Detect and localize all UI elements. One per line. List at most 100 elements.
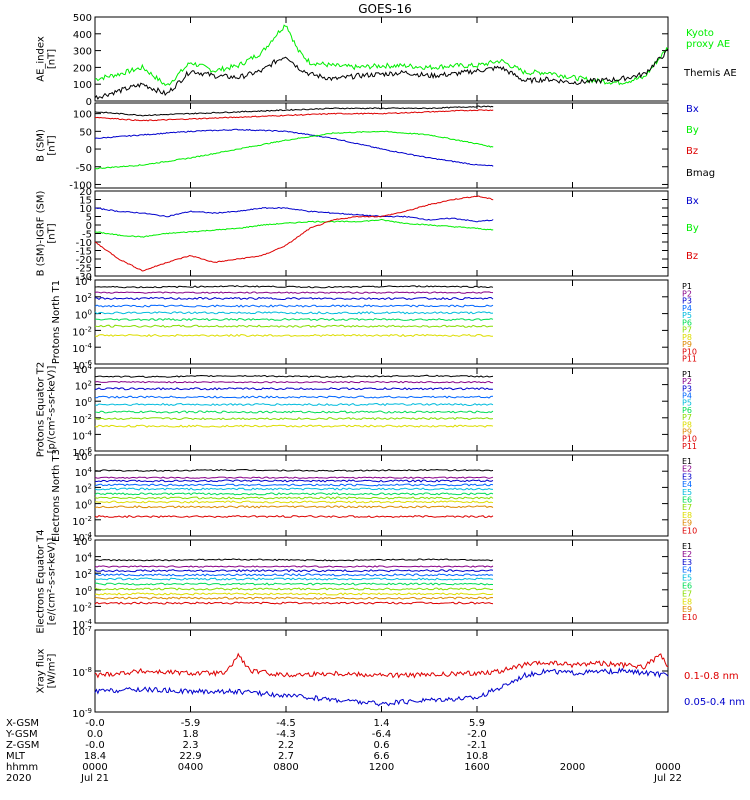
series-line-4 — [94, 483, 494, 487]
ephem-row-label: MLT — [6, 751, 26, 762]
legend-label: P6 — [682, 318, 692, 327]
series-line-4 — [94, 573, 494, 577]
series-line-3 — [94, 479, 494, 483]
panel-frame — [94, 16, 669, 102]
ephem-value: Jul 22 — [653, 773, 682, 784]
legend-label: P11 — [682, 355, 697, 364]
ephem-value: 2.3 — [183, 740, 199, 751]
panel-ylabel: Protons Equator T2[p/(cm²-s-sr-keV)] — [36, 362, 58, 458]
legend-label: E8 — [682, 597, 692, 606]
series-line-1 — [94, 206, 494, 223]
ephem-value: 6.6 — [374, 751, 390, 762]
legend-label: Themis AE — [683, 68, 737, 79]
panel-7: Electrons Equator T4[e/(cm²-s-sr-keV)] 10… — [36, 529, 698, 633]
ephem-value: 0000 — [655, 762, 680, 773]
legend-label: By — [686, 125, 699, 136]
y-tick-label: 106 — [75, 535, 93, 548]
y-tick-label: 102 — [75, 482, 92, 495]
y-tick-label: -30 — [76, 272, 92, 283]
y-tick-label: 10-2 — [72, 325, 92, 338]
panel-frame — [94, 539, 669, 624]
series-line-5 — [94, 311, 494, 315]
legend-label: P1 — [682, 370, 692, 379]
panel-ylabel: AE_index[nT] — [36, 36, 58, 82]
panel-ylabel: B (SM)[nT] — [36, 129, 58, 162]
legend-label: P4 — [682, 304, 692, 313]
y-tick-label: 10-4 — [72, 531, 92, 544]
series-line-1 — [94, 374, 494, 378]
legend-label: E3 — [682, 558, 692, 567]
legend-label: P2 — [682, 377, 692, 386]
ephem-value: -4.3 — [276, 729, 296, 740]
ephem-value: Jul 21 — [80, 773, 109, 784]
legend-label: Bmag — [686, 168, 715, 179]
series-line-2 — [94, 380, 493, 384]
ephem-value: 10.8 — [466, 751, 488, 762]
panel-ylabel: B (SM)-IGRF (SM)[nT] — [36, 191, 58, 277]
y-tick-label: 10-7 — [72, 625, 92, 638]
series-line-4 — [94, 395, 494, 399]
panel-frame — [94, 367, 669, 452]
legend-label: P1 — [682, 282, 692, 291]
y-tick-label: 104 — [75, 275, 93, 288]
ephem-value: -2.0 — [467, 729, 487, 740]
ephem-value: 0.6 — [374, 740, 390, 751]
series-line-8 — [94, 424, 494, 428]
series-line-7 — [94, 324, 493, 328]
series-line-2 — [94, 476, 494, 479]
legend-label: Kyoto — [686, 28, 714, 39]
legend-label: E5 — [682, 488, 692, 497]
legend-label: P11 — [682, 442, 697, 451]
ephem-value: 0800 — [273, 762, 298, 773]
y-tick-label: 0 — [86, 221, 92, 232]
ephem-row-label: X-GSM — [6, 718, 39, 729]
series-line-2 — [94, 218, 494, 238]
legend-label: E1 — [682, 457, 692, 466]
ephem-row-label: Z-GSM — [6, 740, 39, 751]
y-tick-label: 106 — [75, 450, 93, 463]
y-tick-label: -100 — [69, 180, 92, 191]
series-line-7 — [94, 417, 494, 421]
legend-label: P3 — [682, 297, 692, 306]
series-line-8 — [94, 333, 493, 338]
legend-label: E9 — [682, 519, 692, 528]
y-tick-label: 100 — [73, 80, 92, 91]
y-tick-label: 10-6 — [72, 359, 92, 372]
series-line-6 — [94, 410, 494, 414]
ephem-value: 2000 — [560, 762, 585, 773]
series-line-9 — [94, 505, 494, 509]
ephem-value: 5.9 — [469, 718, 485, 729]
panel-4: Protons North T1 10410210010-210-410-6P1P… — [51, 275, 697, 372]
legend-label: P10 — [682, 347, 697, 356]
y-tick-label: 104 — [75, 466, 93, 479]
y-tick-label: 100 — [75, 309, 92, 322]
y-tick-label: 15 — [79, 196, 92, 207]
y-tick-label: 100 — [75, 499, 92, 512]
ephem-value: 1.4 — [374, 718, 390, 729]
legend-label: By — [686, 223, 699, 234]
y-tick-label: 10-4 — [72, 618, 92, 631]
legend-label: E2 — [682, 550, 692, 559]
series-line-1 — [94, 652, 669, 679]
panel-3: B (SM)-IGRF (SM)[nT]-30-25-20-15-10-5051… — [36, 187, 699, 283]
y-tick-label: -15 — [76, 247, 92, 258]
y-tick-label: -25 — [76, 264, 92, 275]
ephem-row-label: Y-GSM — [5, 729, 38, 740]
series-line-6 — [94, 492, 494, 496]
series-line-9 — [94, 596, 494, 600]
legend-label: P2 — [682, 289, 692, 298]
y-tick-label: 50 — [79, 127, 92, 138]
legend-label: P6 — [682, 406, 692, 415]
legend-label: P10 — [682, 435, 697, 444]
y-tick-label: 10 — [79, 204, 92, 215]
series-line-2 — [94, 291, 494, 294]
legend-label: E10 — [682, 526, 697, 535]
ephem-value: 2.2 — [278, 740, 294, 751]
legend-label: E10 — [682, 613, 697, 622]
series-line-8 — [94, 592, 494, 596]
y-tick-label: 400 — [73, 30, 92, 41]
ephem-value: 1200 — [369, 762, 394, 773]
